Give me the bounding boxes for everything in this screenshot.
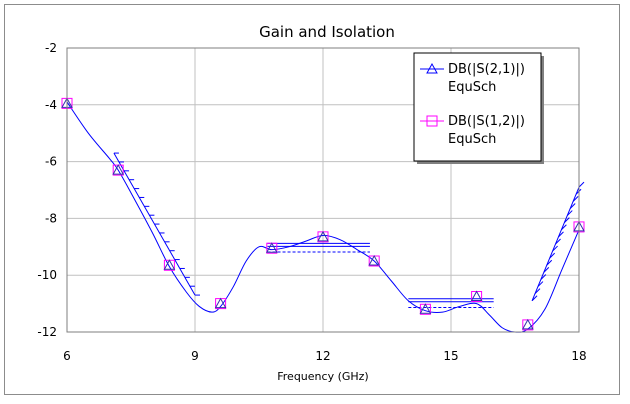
legend-square-marker bbox=[426, 115, 438, 127]
series-s21-marker bbox=[265, 242, 278, 253]
x-tick-label: 12 bbox=[315, 349, 330, 363]
tick-labels: 6 9 12 15 18 -2 -4 -6 -8 -10 -12 bbox=[37, 41, 586, 363]
goal-hatch bbox=[549, 252, 556, 259]
series-s21-marker bbox=[163, 259, 176, 270]
legend-triangle-marker bbox=[426, 62, 438, 74]
goal-hatch bbox=[555, 238, 561, 245]
y-tick-label: -12 bbox=[37, 325, 57, 339]
chart-frame: 6 9 12 15 18 -2 -4 -6 -8 -10 -12 Gain and Isolatio… bbox=[4, 4, 620, 395]
goal-hatch bbox=[578, 181, 585, 188]
series-s21-marker bbox=[368, 254, 381, 266]
goal-hatch bbox=[534, 288, 541, 295]
goal-lines bbox=[113, 152, 585, 308]
series-s21-marker bbox=[214, 297, 227, 309]
goal-hatch bbox=[531, 295, 538, 302]
legend-series-name: DB(|S(2,1)|) bbox=[448, 62, 525, 77]
x-tick-label: 9 bbox=[191, 349, 199, 363]
x-tick-label: 18 bbox=[571, 349, 586, 363]
goal-hatch bbox=[546, 259, 553, 266]
goal-hatch bbox=[543, 267, 550, 273]
y-tick-label: -6 bbox=[45, 155, 57, 169]
series-s21-marker bbox=[317, 230, 329, 242]
series-s21-marker bbox=[419, 303, 432, 314]
legend-series-sub: EquSch bbox=[448, 80, 496, 95]
legend-box bbox=[413, 52, 542, 162]
goal-hatch bbox=[572, 196, 579, 202]
legend-series-sub: EquSch bbox=[448, 132, 496, 147]
goal-hatch bbox=[558, 231, 564, 238]
series-s21-marker bbox=[470, 290, 483, 301]
goal-hatch bbox=[552, 245, 558, 252]
gain-isolation-chart: 6 9 12 15 18 -2 -4 -6 -8 -10 -12 Gain and Isolatio… bbox=[37, 23, 586, 383]
series-layer bbox=[61, 97, 585, 333]
legend: DB(|S(2,1)|) EquSch DB(|S(1,2)|) EquSch bbox=[413, 52, 544, 164]
goal-hatch bbox=[569, 203, 576, 209]
goal-hatch bbox=[537, 281, 544, 287]
chart-title: Gain and Isolation bbox=[259, 23, 395, 41]
goal-hatch bbox=[561, 224, 567, 231]
y-tick-label: -4 bbox=[45, 98, 57, 112]
series-s21-line bbox=[66, 101, 580, 333]
goal-hatch bbox=[566, 210, 573, 216]
goal-hatch bbox=[563, 217, 570, 224]
goal-hatch bbox=[540, 274, 547, 280]
series-s21-marker bbox=[112, 164, 125, 175]
series-s21-marker bbox=[521, 318, 534, 330]
y-tick-label: -8 bbox=[45, 211, 57, 225]
y-tick-label: -10 bbox=[37, 268, 57, 282]
y-tick-label: -2 bbox=[45, 41, 57, 55]
legend-series-name: DB(|S(1,2)|) bbox=[448, 114, 525, 129]
plot-border bbox=[66, 47, 580, 333]
x-tick-label: 15 bbox=[443, 349, 458, 363]
x-tick-label: 6 bbox=[63, 349, 71, 363]
x-axis-title: Frequency (GHz) bbox=[277, 370, 368, 383]
